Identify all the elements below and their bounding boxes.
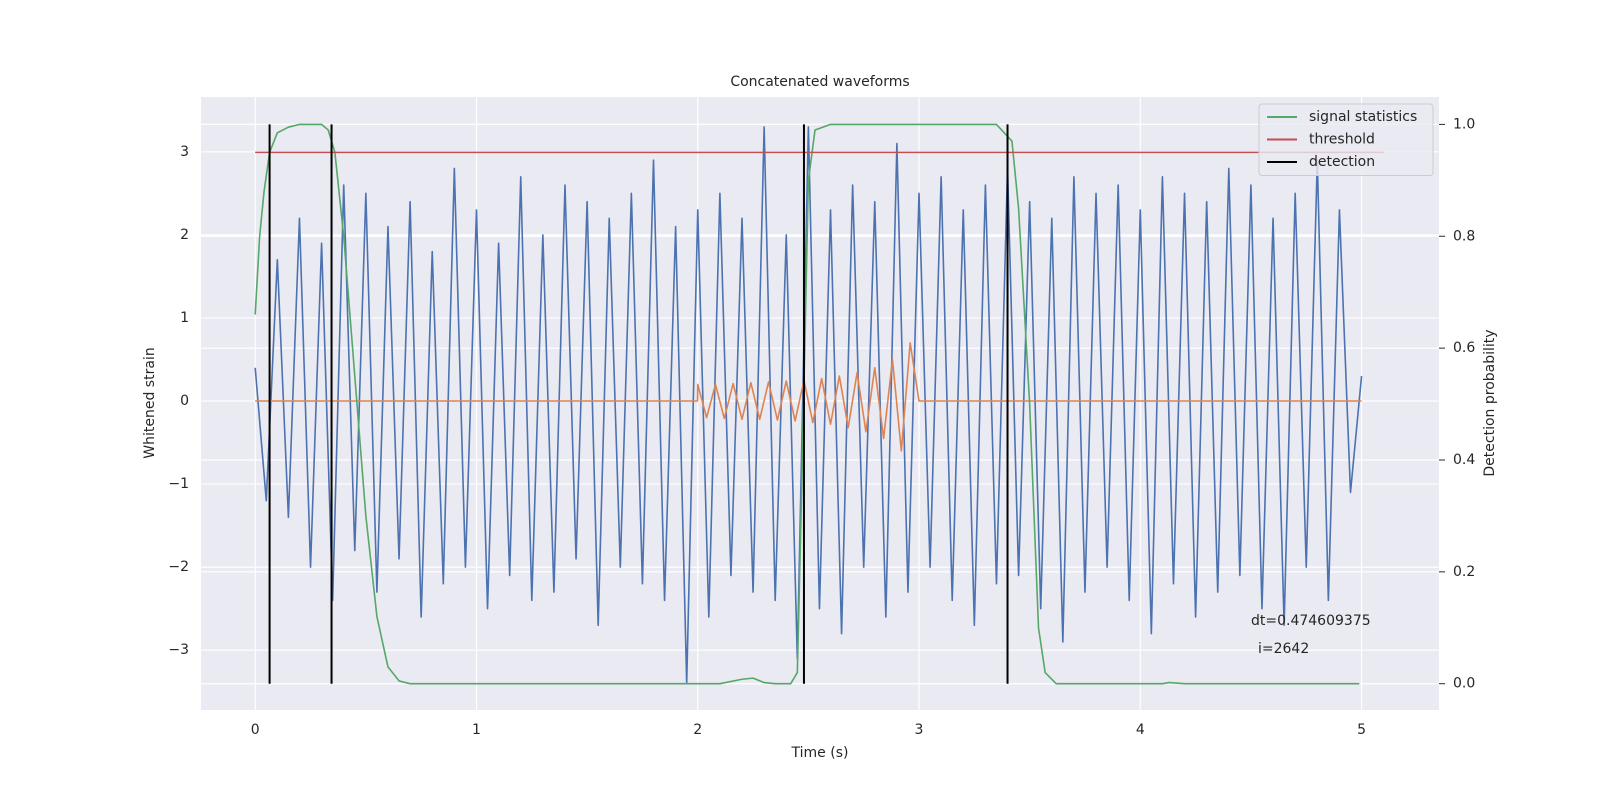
x-axis-label: Time (s): [791, 745, 849, 761]
x-tick-label: 1: [472, 722, 481, 738]
series-line: [254, 123, 1360, 685]
y2-tick-label: 0.8: [1453, 228, 1475, 244]
y-axis-label: Whitened strain: [142, 347, 158, 458]
y-tick-label: −1: [168, 476, 189, 492]
y-tick-label: 3: [180, 144, 189, 160]
x-tick-label: 5: [1357, 722, 1366, 738]
legend-box: [1258, 103, 1434, 176]
legend-label: detection: [1309, 154, 1375, 170]
waveform-line: [254, 126, 1363, 685]
y2-axis-label: Detection probability: [1482, 329, 1498, 476]
y-tick-label: −3: [168, 642, 189, 658]
x-tick-label: 4: [1136, 722, 1145, 738]
legend-label: threshold: [1309, 132, 1375, 148]
x-tick-label: 2: [693, 722, 702, 738]
y2-tick-label: 1.0: [1453, 116, 1475, 132]
y2-tick-label: 0.0: [1453, 676, 1475, 692]
y-tick-label: 1: [180, 310, 189, 326]
x-tick-label: 3: [915, 722, 924, 738]
y-tick-label: 2: [180, 227, 189, 243]
annotation: dt=0.474609375: [1251, 613, 1371, 629]
chart-title: Concatenated waveforms: [730, 74, 909, 90]
x-tick-label: 0: [251, 722, 260, 738]
y2-tick-label: 0.2: [1453, 564, 1475, 580]
y2-tick-label: 0.4: [1453, 452, 1475, 468]
y-tick-label: 0: [180, 393, 189, 409]
annotation: i=2642: [1258, 641, 1309, 657]
legend-label: signal statistics: [1309, 109, 1417, 125]
y2-tick-label: 0.6: [1453, 340, 1475, 356]
y-tick-label: −2: [168, 559, 189, 575]
